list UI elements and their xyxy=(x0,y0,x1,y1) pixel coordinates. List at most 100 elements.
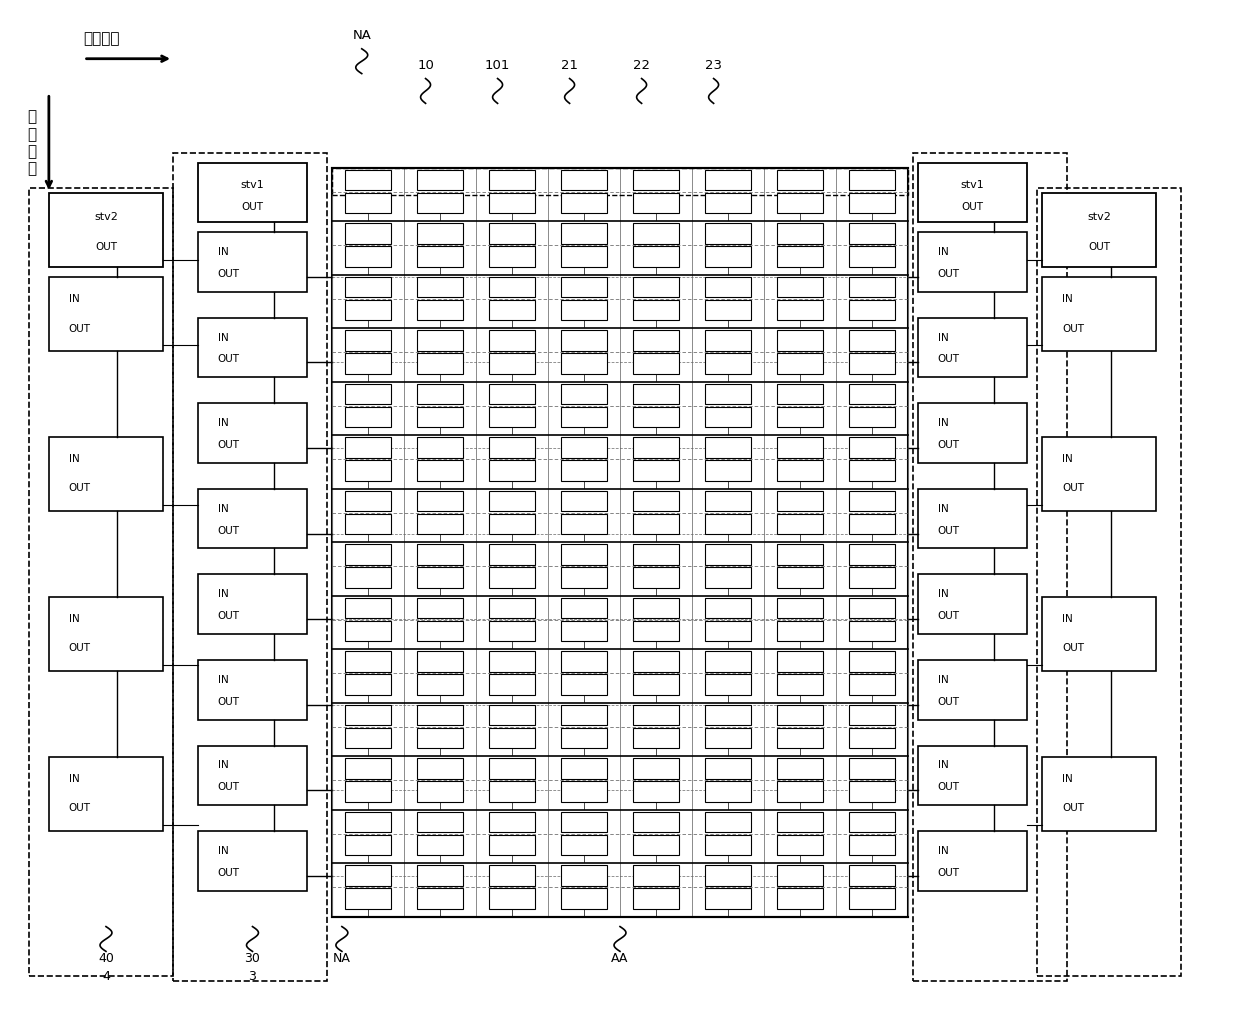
Text: IN: IN xyxy=(68,293,79,304)
Bar xyxy=(417,811,464,832)
Bar xyxy=(489,675,536,695)
Bar xyxy=(776,598,823,618)
Bar xyxy=(345,675,392,695)
Bar xyxy=(560,728,608,748)
Text: OUT: OUT xyxy=(218,355,239,365)
Bar xyxy=(489,758,536,779)
Bar xyxy=(704,407,751,427)
Bar xyxy=(417,384,464,405)
Bar xyxy=(848,835,895,855)
Bar xyxy=(332,168,908,194)
Text: stv2: stv2 xyxy=(94,213,118,223)
Bar xyxy=(345,354,392,374)
Bar xyxy=(848,277,895,297)
Bar xyxy=(704,193,751,214)
Bar xyxy=(848,866,895,886)
Bar xyxy=(345,491,392,511)
Bar xyxy=(560,193,608,214)
Bar xyxy=(632,407,680,427)
Bar xyxy=(345,705,392,726)
Bar xyxy=(417,407,464,427)
Bar xyxy=(632,866,680,886)
Bar xyxy=(560,598,608,618)
Bar xyxy=(198,574,308,634)
Bar xyxy=(345,835,392,855)
Text: 21: 21 xyxy=(560,59,578,73)
Bar xyxy=(198,831,308,890)
Bar xyxy=(704,299,751,320)
Text: IN: IN xyxy=(937,418,949,428)
Bar xyxy=(848,782,895,801)
Bar xyxy=(848,545,895,565)
Text: OUT: OUT xyxy=(937,440,960,450)
Bar xyxy=(417,170,464,190)
Bar xyxy=(345,170,392,190)
Bar xyxy=(848,193,895,214)
Bar xyxy=(345,621,392,641)
Bar xyxy=(918,318,1027,377)
Text: 30: 30 xyxy=(244,951,260,965)
Bar xyxy=(704,651,751,671)
Bar xyxy=(489,598,536,618)
Text: OUT: OUT xyxy=(218,525,239,536)
Bar xyxy=(704,330,751,351)
Bar xyxy=(345,330,392,351)
Text: IN: IN xyxy=(68,774,79,784)
Text: IN: IN xyxy=(937,590,949,599)
Bar xyxy=(489,491,536,511)
Bar xyxy=(776,330,823,351)
Bar xyxy=(918,489,1027,549)
Bar xyxy=(776,567,823,588)
Text: OUT: OUT xyxy=(937,355,960,365)
Text: NA: NA xyxy=(334,951,351,965)
Bar xyxy=(776,224,823,244)
Bar xyxy=(632,299,680,320)
Bar xyxy=(417,621,464,641)
Bar xyxy=(776,299,823,320)
Bar xyxy=(632,598,680,618)
Text: OUT: OUT xyxy=(1061,324,1084,333)
Text: IN: IN xyxy=(218,675,228,685)
Bar xyxy=(704,675,751,695)
Bar xyxy=(776,621,823,641)
Bar xyxy=(632,567,680,588)
Text: 第一方向: 第一方向 xyxy=(83,32,120,46)
Bar xyxy=(632,384,680,405)
Bar xyxy=(913,153,1066,981)
Bar xyxy=(1042,597,1157,671)
Bar xyxy=(345,277,392,297)
Bar xyxy=(489,728,536,748)
Text: IN: IN xyxy=(218,760,228,771)
Bar xyxy=(417,277,464,297)
Text: OUT: OUT xyxy=(68,803,91,814)
Bar xyxy=(776,384,823,405)
Bar xyxy=(345,782,392,801)
Bar xyxy=(345,384,392,405)
Bar xyxy=(345,545,392,565)
Bar xyxy=(560,330,608,351)
Bar xyxy=(918,746,1027,805)
Bar xyxy=(776,514,823,535)
Text: IN: IN xyxy=(218,418,228,428)
Bar xyxy=(489,437,536,458)
Text: IN: IN xyxy=(1061,613,1073,623)
Bar xyxy=(560,437,608,458)
Bar xyxy=(489,246,536,267)
Bar xyxy=(632,782,680,801)
Bar xyxy=(704,811,751,832)
Bar xyxy=(417,437,464,458)
Bar xyxy=(345,193,392,214)
Bar xyxy=(417,193,464,214)
Bar xyxy=(632,193,680,214)
Bar xyxy=(632,621,680,641)
Bar xyxy=(776,888,823,909)
Bar xyxy=(489,224,536,244)
Text: 101: 101 xyxy=(485,59,511,73)
Bar xyxy=(848,354,895,374)
Bar xyxy=(704,545,751,565)
Bar xyxy=(776,277,823,297)
Bar xyxy=(48,277,164,352)
Text: OUT: OUT xyxy=(937,525,960,536)
Bar xyxy=(704,437,751,458)
Text: IN: IN xyxy=(937,760,949,771)
